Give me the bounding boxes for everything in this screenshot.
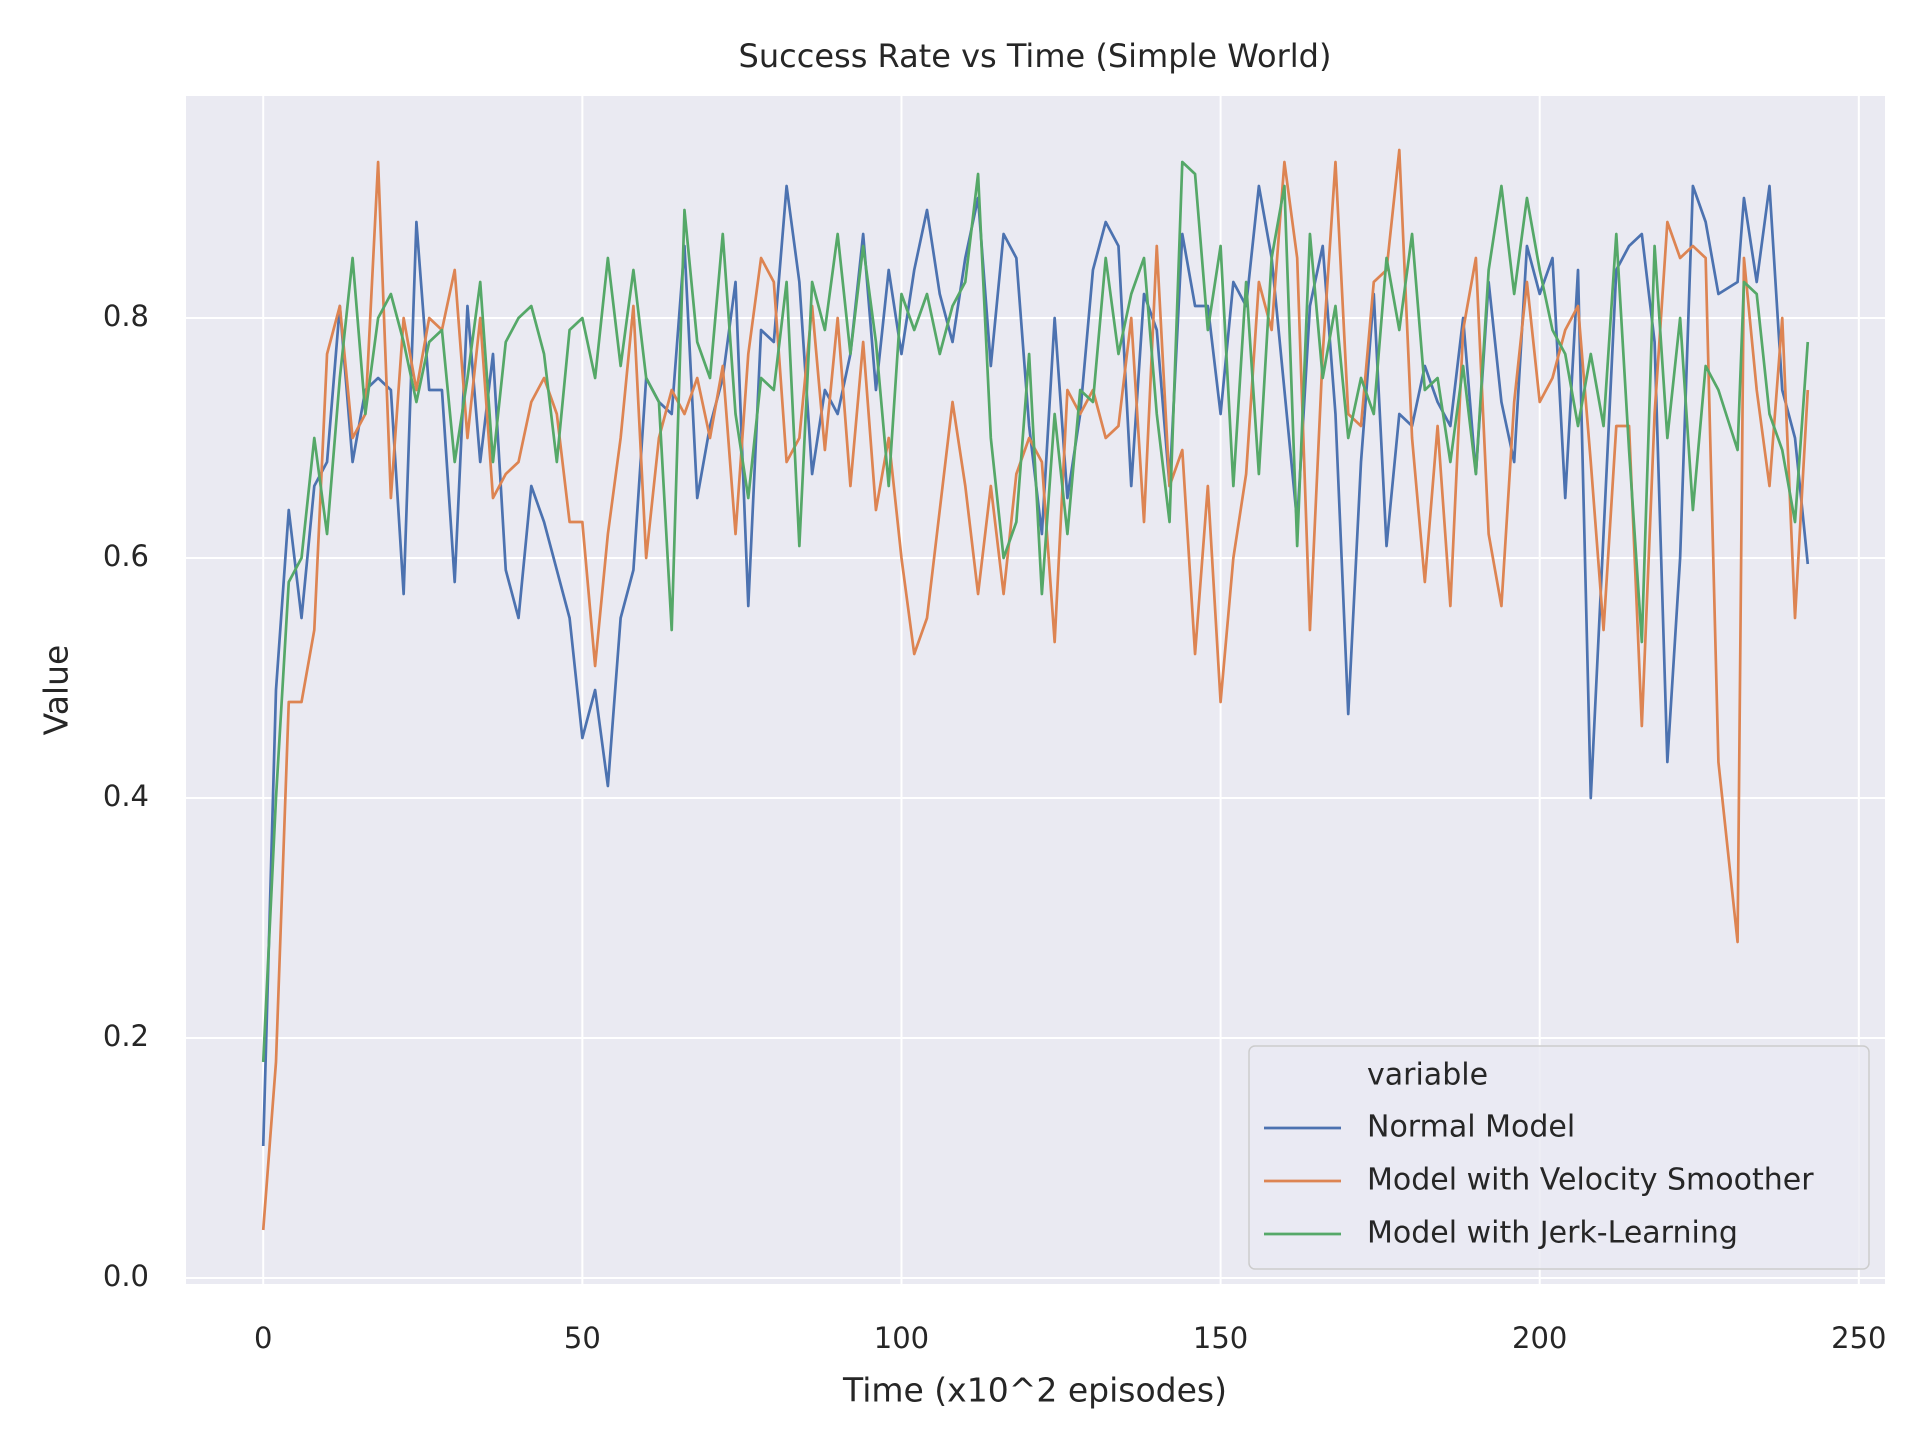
x-tick-label: 100 — [874, 1321, 929, 1355]
y-tick-label: 0.8 — [103, 299, 149, 333]
y-tick-label: 0.6 — [103, 539, 149, 573]
x-tick-label: 150 — [1193, 1321, 1248, 1355]
series-line — [261, 160, 1810, 1063]
x-tick-label: 200 — [1512, 1321, 1567, 1355]
x-axis-label: Time (x10^2 episodes) — [842, 1371, 1227, 1410]
chart-title: Success Rate vs Time (Simple World) — [739, 37, 1332, 75]
legend: variable Normal Model Model with Velocity … — [1248, 1045, 1870, 1270]
x-tick-label: 250 — [1831, 1321, 1886, 1355]
legend-label: Normal Model — [1367, 1110, 1575, 1145]
legend-box — [1248, 1045, 1870, 1270]
legend-title: variable — [1367, 1058, 1488, 1093]
y-axis-label: Value — [37, 645, 76, 736]
y-tick-label: 0.4 — [103, 779, 149, 813]
legend-label: Model with Jerk-Learning — [1367, 1216, 1738, 1251]
x-tick-label: 0 — [254, 1321, 272, 1355]
y-tick-label: 0.2 — [103, 1019, 149, 1053]
y-tick-label: 0.0 — [103, 1259, 149, 1293]
x-tick-label: 50 — [564, 1321, 601, 1355]
legend-label: Model with Velocity Smoother — [1367, 1163, 1814, 1198]
